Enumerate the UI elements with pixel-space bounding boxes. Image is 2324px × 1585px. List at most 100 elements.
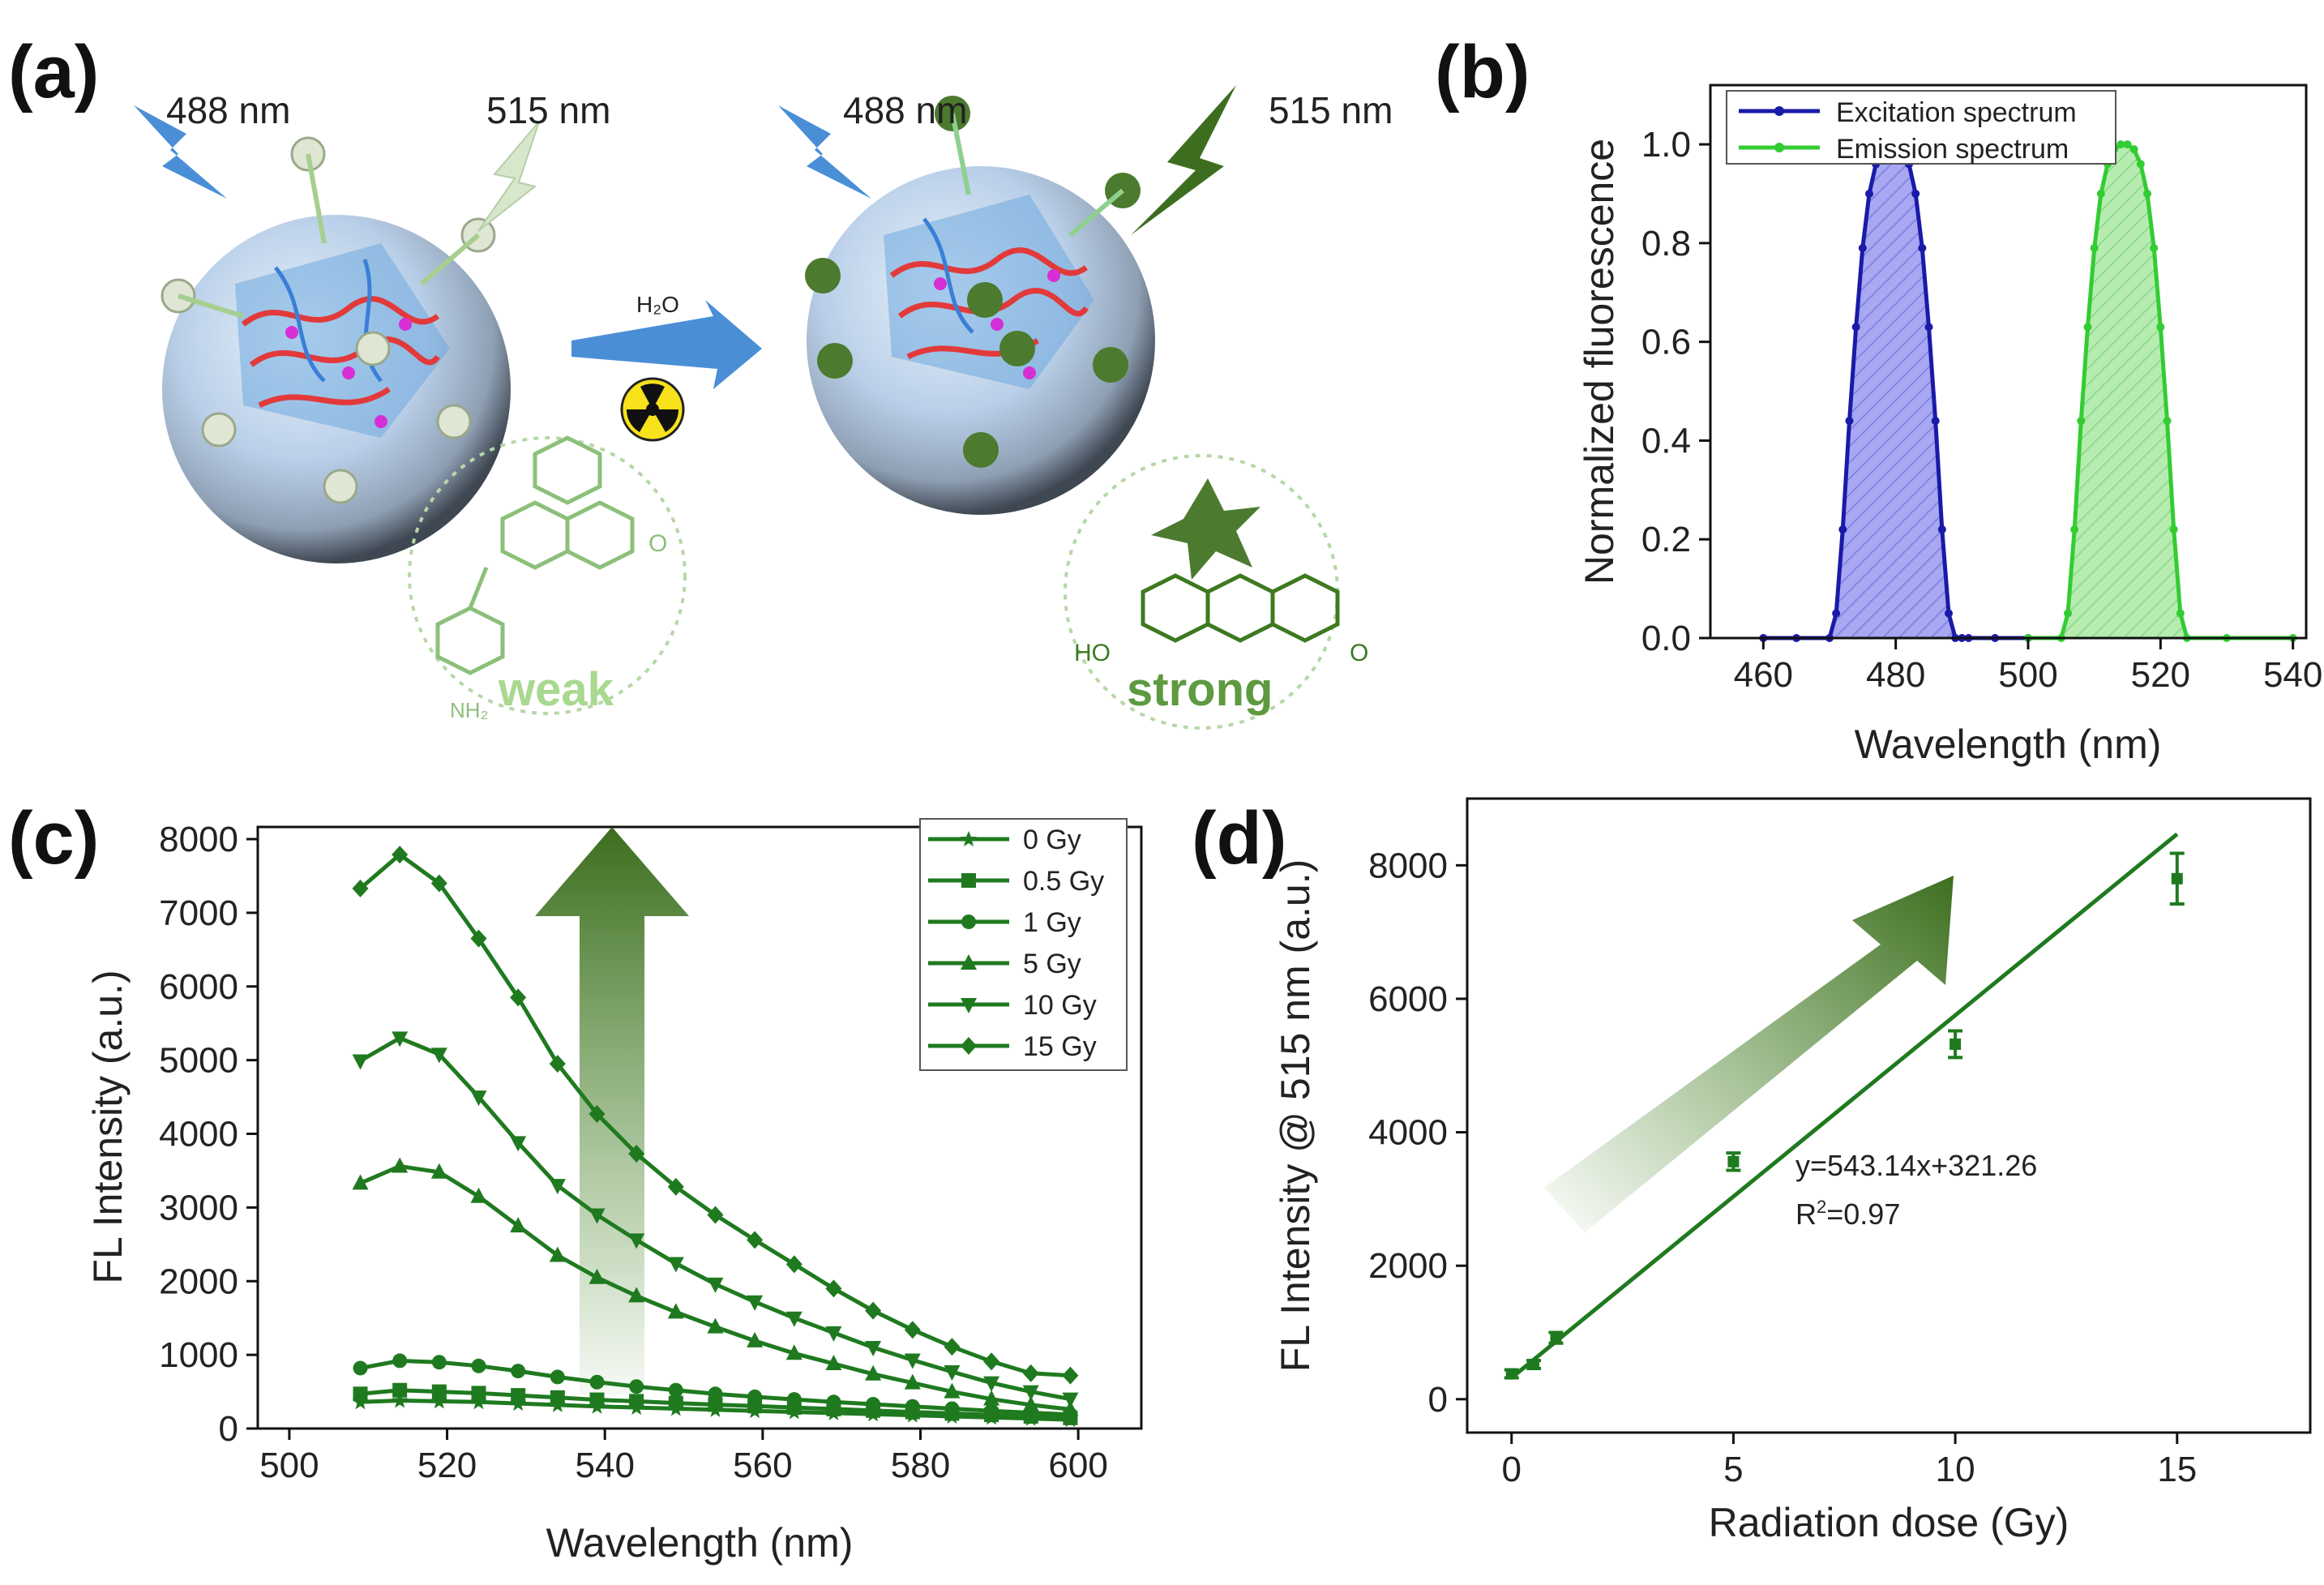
chart-c-point-1-4 bbox=[511, 1388, 526, 1403]
chart-d: 0 5 10 15 0 2000 4000 6000 8000 y=543.14x+321.2… bbox=[1273, 797, 2312, 1545]
chart-d-xtick-label: 0 bbox=[1501, 1450, 1521, 1489]
chart-c-legend-marker-1 bbox=[961, 873, 976, 888]
chart-b-fill-1 bbox=[2028, 144, 2293, 639]
chart-c-point-3-15 bbox=[944, 1382, 961, 1399]
chart-c-point-4-11 bbox=[785, 1311, 802, 1327]
chart-c-point-5-18 bbox=[1062, 1366, 1079, 1385]
chart-d-ytick-label: 6000 bbox=[1368, 979, 1448, 1019]
chart-c-point-5-1 bbox=[392, 846, 409, 864]
excitation-bolt-right bbox=[778, 105, 871, 199]
chart-c-point-3-18 bbox=[1062, 1400, 1079, 1416]
chart-c-point-4-13 bbox=[865, 1341, 882, 1357]
chart-c-point-4-9 bbox=[707, 1277, 724, 1293]
chart-c-point-2-5 bbox=[550, 1369, 565, 1385]
panel-label-a: (a) bbox=[8, 31, 99, 114]
chart-c-xtick-label: 600 bbox=[1048, 1446, 1107, 1485]
chart-b-point-0-8 bbox=[1865, 189, 1873, 198]
chart-c-legend-marker-5 bbox=[961, 1037, 977, 1055]
nanoparticle-right bbox=[805, 96, 1155, 515]
reaction-arrow bbox=[571, 300, 762, 389]
chart-c-legend-marker-3 bbox=[961, 954, 977, 970]
chart-c-point-2-15 bbox=[944, 1401, 960, 1416]
chart-c-point-4-6 bbox=[588, 1208, 606, 1224]
chart-d-xtick-label: 10 bbox=[1936, 1450, 1975, 1489]
left-emission-label: 515 nm bbox=[486, 89, 610, 131]
chart-c-point-3-14 bbox=[904, 1373, 921, 1390]
excitation-bolt-left bbox=[134, 105, 227, 199]
chart-b-xtick-label: 520 bbox=[2131, 655, 2190, 695]
chart-d-xlabel: Radiation dose (Gy) bbox=[1709, 1500, 2069, 1545]
chart-c-ytick-label: 1000 bbox=[159, 1335, 238, 1375]
legend-excitation-label: Excitation spectrum bbox=[1836, 97, 2077, 128]
chart-c-point-2-4 bbox=[511, 1364, 526, 1379]
chart-b-point-0-4 bbox=[1838, 525, 1847, 534]
chart-c-point-2-3 bbox=[471, 1358, 486, 1373]
chart-c-point-5-2 bbox=[430, 874, 447, 893]
chart-b-frame bbox=[1709, 84, 2308, 640]
right-emission-label: 515 nm bbox=[1269, 89, 1393, 131]
chart-b-ytick-label: 0.6 bbox=[1641, 323, 1691, 362]
chart-c-point-1-2 bbox=[431, 1384, 447, 1399]
chart-d-point-5 bbox=[2171, 872, 2183, 885]
chart-d-ytick-label: 8000 bbox=[1368, 846, 1448, 885]
fit-r2: R2=0.97 bbox=[1795, 1197, 1900, 1231]
chart-d-point-1 bbox=[1528, 1359, 1540, 1371]
ho-label: HO bbox=[1074, 640, 1111, 666]
chart-c-point-5-10 bbox=[747, 1231, 764, 1249]
chart-b-ytick-label: 1.0 bbox=[1641, 125, 1691, 165]
chart-b-point-0-16 bbox=[1918, 243, 1927, 252]
chart-d-point-3 bbox=[1727, 1155, 1740, 1167]
chart-c-point-5-11 bbox=[785, 1255, 802, 1274]
chart-c-point-3-5 bbox=[549, 1246, 566, 1262]
increase-arrow-d bbox=[1544, 876, 1954, 1232]
chart-c-point-3-12 bbox=[825, 1355, 842, 1371]
emission-bolt-left bbox=[477, 121, 540, 232]
chart-c-point-5-6 bbox=[588, 1104, 606, 1123]
chart-c-point-5-13 bbox=[865, 1301, 882, 1320]
chart-c-point-2-10 bbox=[747, 1389, 763, 1404]
chart-b-point-1-3 bbox=[2070, 525, 2079, 534]
chart-b-ytick-label: 0.0 bbox=[1641, 619, 1691, 658]
chart-d-point-0 bbox=[1505, 1368, 1517, 1380]
chart-b-point-1-10 bbox=[2116, 140, 2125, 149]
chart-c-point-3-6 bbox=[588, 1268, 606, 1284]
chart-c-point-4-7 bbox=[628, 1233, 645, 1249]
chart-b-ylabel: Normalized fluorescence bbox=[1577, 139, 1622, 585]
chart-b-xtick-label: 460 bbox=[1734, 655, 1793, 695]
panel-label-c: (c) bbox=[8, 797, 99, 880]
o-label-left: O bbox=[648, 530, 667, 557]
chart-c-point-4-5 bbox=[549, 1179, 566, 1195]
chart-c-point-1-1 bbox=[392, 1382, 408, 1398]
chart-c-point-4-15 bbox=[944, 1365, 961, 1382]
chart-b-ytick-label: 0.4 bbox=[1641, 421, 1691, 461]
chart-c-legend-label-5: 15 Gy bbox=[1023, 1031, 1097, 1062]
chart-b-point-1-5 bbox=[2083, 323, 2092, 332]
chart-c-point-1-9 bbox=[708, 1397, 723, 1412]
chart-c-point-5-9 bbox=[707, 1206, 724, 1224]
chart-b-point-1-18 bbox=[2169, 525, 2178, 534]
chart-d-xtick-label: 15 bbox=[2157, 1450, 2197, 1489]
chart-b-point-1-7 bbox=[2096, 189, 2105, 198]
chart-c-legend-marker-0 bbox=[961, 831, 977, 846]
chart-c-point-1-8 bbox=[668, 1395, 683, 1411]
chart-c-point-1-5 bbox=[550, 1390, 565, 1405]
chart-c-ytick-label: 7000 bbox=[159, 893, 238, 933]
chart-c-point-4-17 bbox=[1022, 1385, 1039, 1401]
weak-label: weak bbox=[498, 663, 614, 716]
chart-c-point-2-2 bbox=[431, 1355, 447, 1370]
chart-c-point-3-16 bbox=[983, 1390, 1000, 1406]
chart-c-point-2-16 bbox=[984, 1403, 999, 1419]
fit-r2-prefix: R bbox=[1795, 1197, 1817, 1231]
chart-b-point-0-19 bbox=[1937, 525, 1946, 534]
chart-c-point-4-10 bbox=[747, 1295, 764, 1311]
chart-c-point-5-4 bbox=[510, 988, 527, 1007]
chart-b-point-0-15 bbox=[1911, 189, 1920, 198]
chart-c-point-5-7 bbox=[628, 1145, 645, 1163]
chart-b-fill-0 bbox=[1763, 144, 2028, 639]
chart-c-xtick-label: 540 bbox=[576, 1446, 635, 1485]
chart-d-ytick-label: 2000 bbox=[1368, 1246, 1448, 1286]
chart-c-xtick-label: 560 bbox=[733, 1446, 792, 1485]
chart-c-point-4-14 bbox=[904, 1353, 921, 1369]
chart-c-point-3-17 bbox=[1022, 1395, 1039, 1412]
chart-c-point-2-11 bbox=[786, 1392, 802, 1407]
